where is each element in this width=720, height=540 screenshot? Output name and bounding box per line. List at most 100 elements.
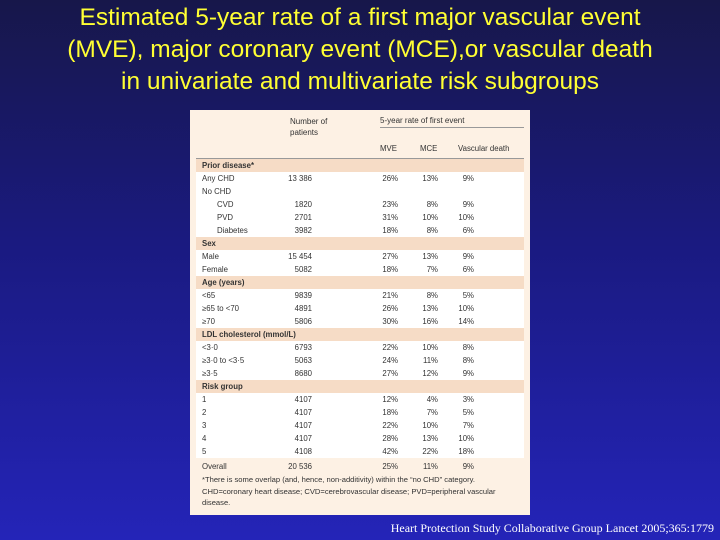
cell-mve: 26% [382, 304, 398, 313]
cell-mve: 21% [382, 291, 398, 300]
cell-mve: 25% [382, 462, 398, 471]
cell-vascular-death: 10% [458, 434, 474, 443]
cell-mve: 27% [382, 252, 398, 261]
row-label: ≥3·0 to <3·5 [202, 356, 245, 365]
cell-patients: 1820 [294, 200, 312, 209]
table-row: ≥3·5 8680 27% 12% 9% [196, 367, 524, 380]
cell-vascular-death: 8% [462, 356, 474, 365]
table-row: 4 4107 28% 13% 10% [196, 432, 524, 445]
cell-mce: 8% [426, 200, 438, 209]
row-label: Risk group [202, 382, 243, 391]
cell-mve: 26% [382, 174, 398, 183]
cell-patients: 5063 [294, 356, 312, 365]
row-label: Male [202, 252, 219, 261]
cell-vascular-death: 10% [458, 213, 474, 222]
cell-mce: 16% [422, 317, 438, 326]
column-header-vascular-death: Vascular death [458, 144, 510, 153]
cell-patients: 4107 [294, 395, 312, 404]
cell-vascular-death: 6% [462, 226, 474, 235]
table-subheader: MVE MCE Vascular death [190, 141, 530, 158]
cell-mce: 10% [422, 421, 438, 430]
table-header: Number of patients 5-year rate of first … [190, 110, 530, 141]
row-label: CVD [217, 200, 234, 209]
table-row: Female 5082 18% 7% 6% [196, 263, 524, 276]
cell-vascular-death: 8% [462, 343, 474, 352]
table-row: 1 4107 12% 4% 3% [196, 393, 524, 406]
cell-mve: 18% [382, 265, 398, 274]
table-row: <3·0 6793 22% 10% 8% [196, 341, 524, 354]
row-label: <3·0 [202, 343, 218, 352]
column-header-group: 5-year rate of first event [380, 116, 465, 125]
cell-vascular-death: 18% [458, 447, 474, 456]
row-label: ≥65 to <70 [202, 304, 240, 313]
header-divider [196, 158, 524, 159]
row-label: PVD [217, 213, 234, 222]
table-section-header: Prior disease* [196, 159, 524, 172]
cell-mce: 8% [426, 291, 438, 300]
row-label: Age (years) [202, 278, 245, 287]
table-row: 3 4107 22% 10% 7% [196, 419, 524, 432]
cell-vascular-death: 3% [462, 395, 474, 404]
cell-patients: 4891 [294, 304, 312, 313]
cell-patients: 13 386 [288, 174, 312, 183]
cell-mce: 11% [422, 356, 438, 365]
table-row: <65 9839 21% 8% 5% [196, 289, 524, 302]
title-line-1: Estimated 5-year rate of a first major v… [79, 4, 641, 31]
cell-vascular-death: 9% [462, 200, 474, 209]
row-label: 1 [202, 395, 207, 404]
cell-mve: 24% [382, 356, 398, 365]
cell-mve: 42% [382, 447, 398, 456]
row-label: Sex [202, 239, 216, 248]
results-table: Number of patients 5-year rate of first … [190, 110, 530, 515]
cell-mce: 22% [422, 447, 438, 456]
group-divider [380, 127, 524, 128]
table-row: PVD 2701 31% 10% 10% [196, 211, 524, 224]
row-label: Diabetes [217, 226, 248, 235]
title-line-2: (MVE), major coronary event (MCE),or vas… [67, 36, 653, 63]
table-row: Male 15 454 27% 13% 9% [196, 250, 524, 263]
cell-mve: 23% [382, 200, 398, 209]
row-label: ≥3·5 [202, 369, 218, 378]
table-row: No CHD [196, 185, 524, 198]
cell-vascular-death: 7% [462, 421, 474, 430]
cell-mve: 30% [382, 317, 398, 326]
cell-mve: 12% [382, 395, 398, 404]
row-label: 4 [202, 434, 207, 443]
row-label: ≥70 [202, 317, 215, 326]
table-row: Overall 20 536 25% 11% 9% [196, 460, 524, 473]
cell-patients: 4107 [294, 434, 312, 443]
table-row: Any CHD 13 386 26% 13% 9% [196, 172, 524, 185]
table-body: Prior disease* Any CHD 13 386 26% 13% 9% No CH… [196, 159, 524, 473]
table-footnote: *There is some overlap (and, hence, non-… [202, 475, 496, 507]
cell-mve: 22% [382, 343, 398, 352]
cell-patients: 9839 [294, 291, 312, 300]
cell-mve: 22% [382, 421, 398, 430]
row-label: No CHD [202, 187, 232, 196]
cell-mce: 13% [422, 252, 438, 261]
cell-vascular-death: 9% [462, 369, 474, 378]
cell-patients: 4107 [294, 408, 312, 417]
table-row: ≥3·0 to <3·5 5063 24% 11% 8% [196, 354, 524, 367]
cell-patients: 20 536 [288, 462, 312, 471]
row-label: Prior disease* [202, 161, 255, 170]
title-line-3: in univariate and multivariate risk subg… [121, 68, 599, 95]
table-row: ≥65 to <70 4891 26% 13% 10% [196, 302, 524, 315]
cell-patients: 3982 [294, 226, 312, 235]
cell-mve: 18% [382, 226, 398, 235]
column-header-mce: MCE [420, 144, 438, 153]
row-label: Any CHD [202, 174, 235, 183]
cell-vascular-death: 9% [462, 174, 474, 183]
cell-vascular-death: 9% [462, 462, 474, 471]
cell-mve: 18% [382, 408, 398, 417]
row-label: 3 [202, 421, 207, 430]
cell-patients: 4108 [294, 447, 312, 456]
cell-patients: 5806 [294, 317, 312, 326]
cell-patients: 5082 [294, 265, 312, 274]
cell-patients: 6793 [294, 343, 312, 352]
cell-mce: 10% [422, 343, 438, 352]
cell-vascular-death: 6% [462, 265, 474, 274]
cell-vascular-death: 10% [458, 304, 474, 313]
table-row: 2 4107 18% 7% 5% [196, 406, 524, 419]
table-row: 5 4108 42% 22% 18% [196, 445, 524, 458]
table-section-header: Risk group [196, 380, 524, 393]
